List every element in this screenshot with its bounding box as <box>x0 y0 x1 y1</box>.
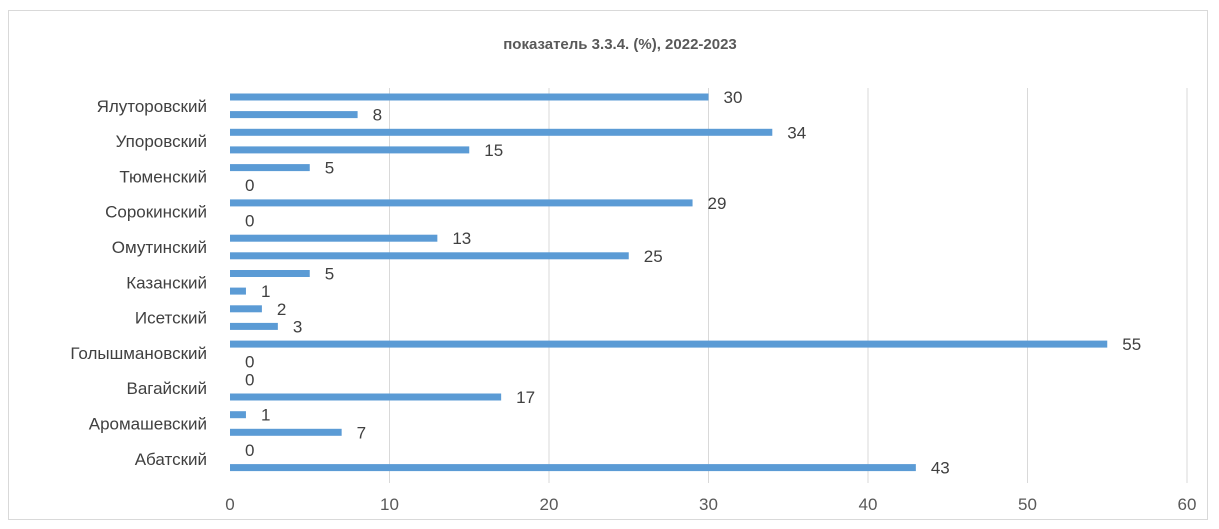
bar <box>230 128 773 136</box>
x-tick-label: 60 <box>1178 495 1197 514</box>
data-label: 0 <box>245 441 254 460</box>
data-label: 15 <box>484 141 503 160</box>
data-label: 2 <box>277 300 286 319</box>
category-label: Омутинский <box>112 238 207 257</box>
bar <box>230 234 438 242</box>
data-label: 13 <box>452 229 471 248</box>
data-label: 7 <box>357 423 366 442</box>
bar <box>230 252 629 260</box>
bar <box>230 93 709 101</box>
data-label: 55 <box>1122 335 1141 354</box>
category-label: Исетский <box>135 309 207 328</box>
x-tick-label: 50 <box>1018 495 1037 514</box>
category-label: Тюменский <box>119 167 207 186</box>
x-axis-ticks: 0 10 20 30 40 50 60 <box>225 495 1196 514</box>
chart-title: показатель 3.3.4. (%), 2022-2023 <box>503 36 737 53</box>
bar <box>230 164 310 172</box>
data-label: 34 <box>787 123 806 142</box>
category-label: Ялуторовский <box>97 97 207 116</box>
bar <box>230 393 502 401</box>
bar <box>230 428 342 436</box>
bars <box>230 93 1108 472</box>
gridlines <box>389 88 1188 483</box>
data-label: 8 <box>373 106 382 125</box>
data-label: 0 <box>245 370 254 389</box>
bar <box>230 111 358 119</box>
data-label: 29 <box>708 194 727 213</box>
category-label: Абатский <box>135 450 207 469</box>
bar <box>230 146 470 154</box>
bar <box>230 287 246 295</box>
data-label: 1 <box>261 282 270 301</box>
x-tick-label: 30 <box>699 495 718 514</box>
data-label: 5 <box>325 265 334 284</box>
data-label: 17 <box>516 388 535 407</box>
bar <box>230 464 916 472</box>
category-label: Упоровский <box>116 132 207 151</box>
category-label: Казанский <box>126 273 207 292</box>
data-label: 0 <box>245 353 254 372</box>
data-label: 3 <box>293 317 302 336</box>
data-label: 1 <box>261 406 270 425</box>
data-label: 25 <box>644 247 663 266</box>
data-label: 0 <box>245 176 254 195</box>
data-label: 30 <box>724 88 743 107</box>
category-label: Аромашевский <box>89 415 207 434</box>
bar <box>230 411 246 419</box>
data-label: 0 <box>245 212 254 231</box>
data-label: 43 <box>931 459 950 478</box>
x-tick-label: 20 <box>540 495 559 514</box>
bar <box>230 199 693 207</box>
x-tick-label: 0 <box>225 495 234 514</box>
category-label: Вагайский <box>126 379 207 398</box>
category-label: Голышмановский <box>70 344 207 363</box>
x-tick-label: 40 <box>859 495 878 514</box>
x-tick-label: 10 <box>380 495 399 514</box>
bar <box>230 270 310 277</box>
bar <box>230 305 262 313</box>
bar <box>230 322 278 330</box>
category-labels: Ялуторовский Упоровский Тюменский Сорокинск… <box>70 97 207 469</box>
bar <box>230 340 1108 348</box>
category-label: Сорокинский <box>105 203 207 222</box>
data-label: 5 <box>325 159 334 178</box>
